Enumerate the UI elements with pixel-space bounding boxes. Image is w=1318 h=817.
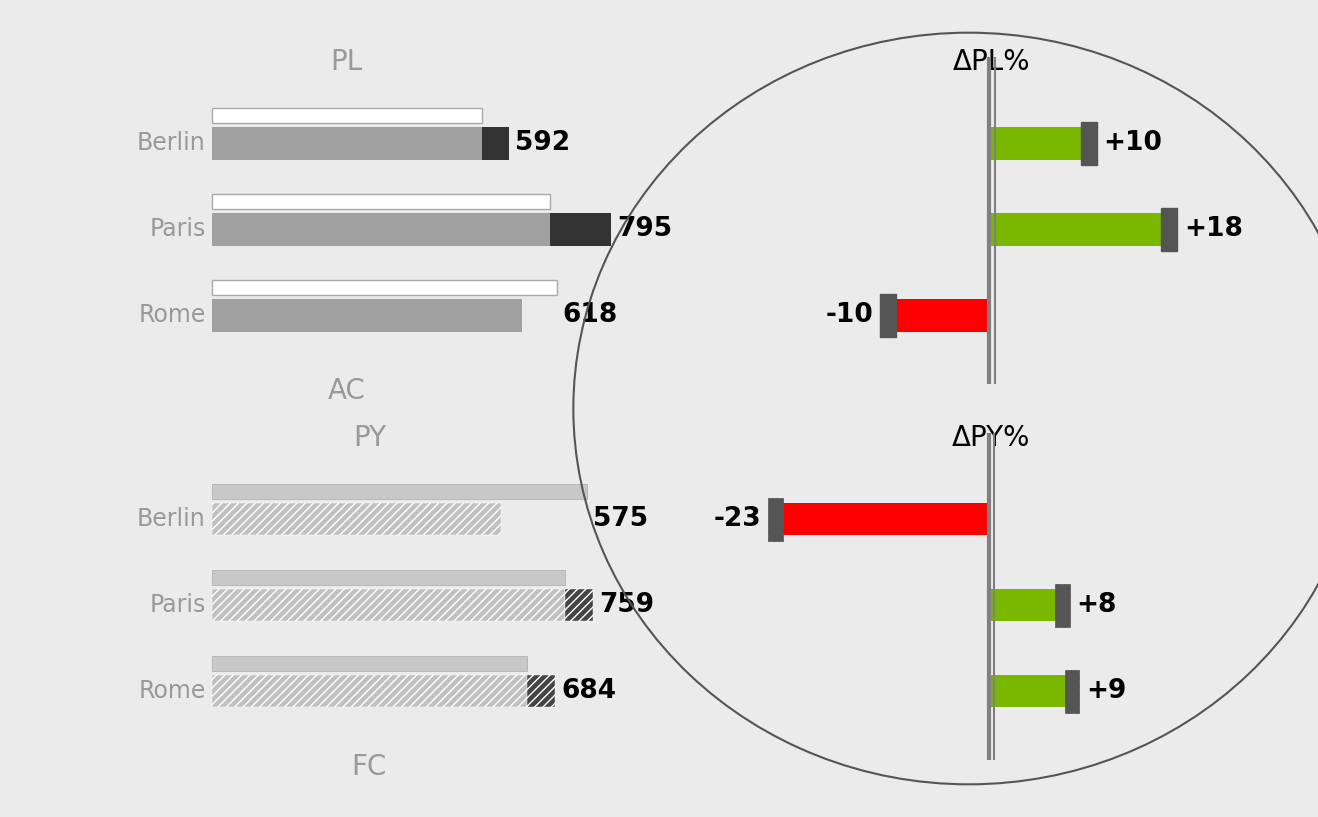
Bar [1081,122,1097,165]
Text: 575: 575 [593,506,648,532]
Text: ΔPL%: ΔPL% [953,48,1031,76]
Bar [880,293,896,337]
Text: Berlin: Berlin [137,132,206,155]
Text: 759: 759 [598,592,654,618]
Bar [212,656,527,672]
Bar [212,108,482,123]
Text: Rome: Rome [138,303,206,327]
Bar [212,502,501,535]
Text: PL: PL [331,48,362,76]
Bar [565,589,593,622]
Bar [988,213,1169,246]
Bar [1065,669,1079,712]
Bar [1161,208,1177,251]
Text: -10: -10 [825,302,874,328]
Text: PY: PY [353,424,386,452]
Text: 684: 684 [561,678,617,704]
Text: ΔPY%: ΔPY% [952,424,1031,452]
Bar [988,675,1072,708]
Bar [988,589,1062,622]
Text: +10: +10 [1103,130,1162,156]
Bar [1056,583,1070,627]
Text: -23: -23 [713,506,762,532]
Bar [212,675,527,708]
Bar [775,502,988,535]
Bar [482,127,509,159]
Bar [212,299,522,332]
Text: Berlin: Berlin [137,507,206,531]
Bar [550,213,612,246]
Bar [988,127,1089,159]
Bar [212,213,550,246]
Text: Paris: Paris [149,593,206,617]
Bar [527,675,555,708]
Text: AC: AC [328,377,365,405]
Text: 795: 795 [617,217,672,242]
Text: Paris: Paris [149,217,206,241]
Bar [888,299,988,332]
Text: +18: +18 [1184,217,1243,242]
Bar [212,280,556,296]
Text: Rome: Rome [138,679,206,703]
Bar [212,569,565,585]
Text: 618: 618 [563,302,618,328]
Bar [768,498,783,541]
Bar [212,484,587,499]
Bar [212,127,482,159]
Text: +8: +8 [1077,592,1116,618]
Text: 592: 592 [515,130,571,156]
Bar [212,589,565,622]
Text: FC: FC [352,753,387,781]
Text: +9: +9 [1086,678,1127,704]
Bar [212,194,550,209]
